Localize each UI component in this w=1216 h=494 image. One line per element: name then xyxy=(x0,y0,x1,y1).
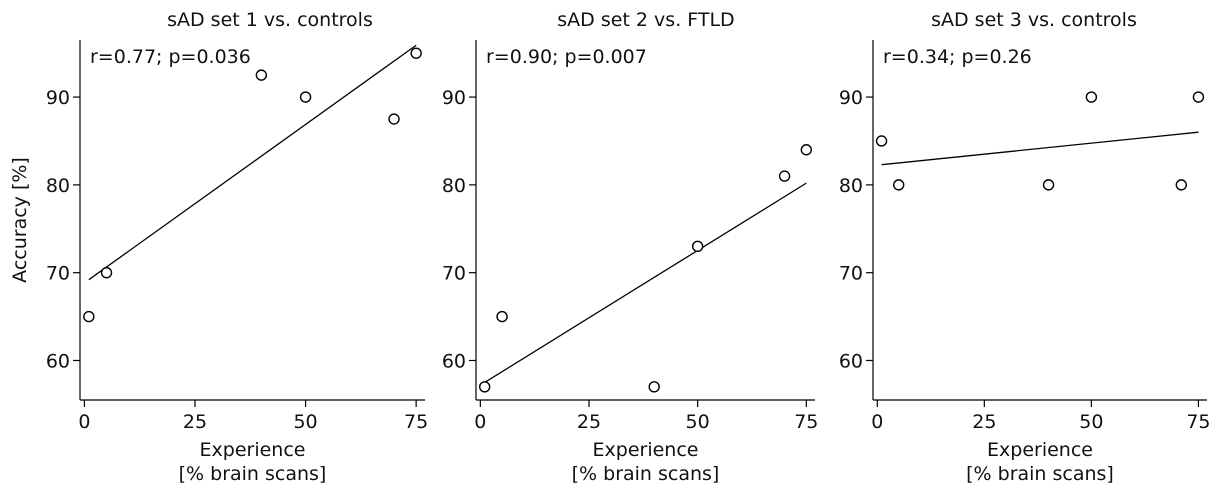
data-point xyxy=(875,135,888,147)
y-tick-label: 70 xyxy=(442,263,466,285)
data-point xyxy=(1175,179,1188,191)
chart-title: sAD set 1 vs. controls xyxy=(167,9,373,31)
data-point xyxy=(388,113,400,125)
data-point xyxy=(1042,179,1055,191)
y-axis-label: Accuracy [%] xyxy=(9,157,31,283)
y-tick-label: 80 xyxy=(46,175,70,197)
data-point xyxy=(255,69,268,81)
regression-line xyxy=(88,44,417,281)
x-axis-label: [% brain scans] xyxy=(966,463,1114,485)
data-point xyxy=(496,310,508,323)
x-tick-label: 75 xyxy=(404,411,428,433)
y-tick-label: 80 xyxy=(839,175,863,197)
correlation-annotation: r=0.34; p=0.26 xyxy=(883,46,1032,68)
y-tick-label: 80 xyxy=(442,175,466,197)
chart-title: sAD set 2 vs. FTLD xyxy=(557,9,734,31)
x-axis-label: [% brain scans] xyxy=(179,463,327,485)
chart-title: sAD set 3 vs. controls xyxy=(931,9,1137,31)
y-tick-label: 60 xyxy=(839,350,863,372)
y-tick-label: 60 xyxy=(46,350,70,372)
x-tick-label: 0 xyxy=(474,411,486,433)
data-point xyxy=(478,381,491,393)
regression-line xyxy=(484,182,807,383)
data-point xyxy=(299,91,312,103)
x-axis-label: Experience xyxy=(200,439,306,461)
correlation-annotation: r=0.90; p=0.007 xyxy=(486,46,647,68)
chart-panel-1: sAD set 1 vs. controls 60 70 80 90 0 25 50 75 Exp… xyxy=(9,9,428,485)
data-point xyxy=(100,266,113,279)
data-point xyxy=(83,310,95,323)
x-tick-label: 75 xyxy=(1186,411,1210,433)
data-point xyxy=(648,381,660,393)
y-tick-label: 90 xyxy=(839,87,863,109)
x-axis-label: [% brain scans] xyxy=(572,463,720,485)
x-axis-label: Experience xyxy=(593,439,699,461)
x-tick-label: 25 xyxy=(577,411,601,433)
chart-panel-2: sAD set 2 vs. FTLD 60 70 80 90 0 25 50 75 Experie… xyxy=(442,9,819,485)
data-point xyxy=(410,47,422,59)
data-point xyxy=(892,179,905,191)
x-tick-label: 75 xyxy=(794,411,818,433)
x-tick-label: 25 xyxy=(972,411,996,433)
x-tick-label: 50 xyxy=(686,411,710,433)
y-tick-label: 70 xyxy=(839,263,863,285)
correlation-annotation: r=0.77; p=0.036 xyxy=(90,46,251,68)
data-point xyxy=(691,240,704,253)
x-tick-label: 0 xyxy=(871,411,883,433)
data-point xyxy=(1192,91,1205,103)
x-tick-label: 50 xyxy=(293,411,317,433)
regression-line xyxy=(881,131,1199,166)
y-tick-label: 60 xyxy=(442,350,466,372)
chart-panel-3: sAD set 3 vs. controls 60 70 80 90 0 25 50 75 Exp… xyxy=(839,9,1211,485)
data-point xyxy=(800,144,813,156)
x-axis-label: Experience xyxy=(987,439,1093,461)
y-tick-label: 90 xyxy=(442,87,466,109)
x-tick-label: 25 xyxy=(183,411,207,433)
y-tick-label: 70 xyxy=(46,263,70,285)
x-tick-label: 0 xyxy=(78,411,90,433)
data-point xyxy=(1085,91,1098,103)
x-tick-label: 50 xyxy=(1079,411,1103,433)
y-tick-label: 90 xyxy=(46,87,70,109)
data-point xyxy=(778,170,791,182)
